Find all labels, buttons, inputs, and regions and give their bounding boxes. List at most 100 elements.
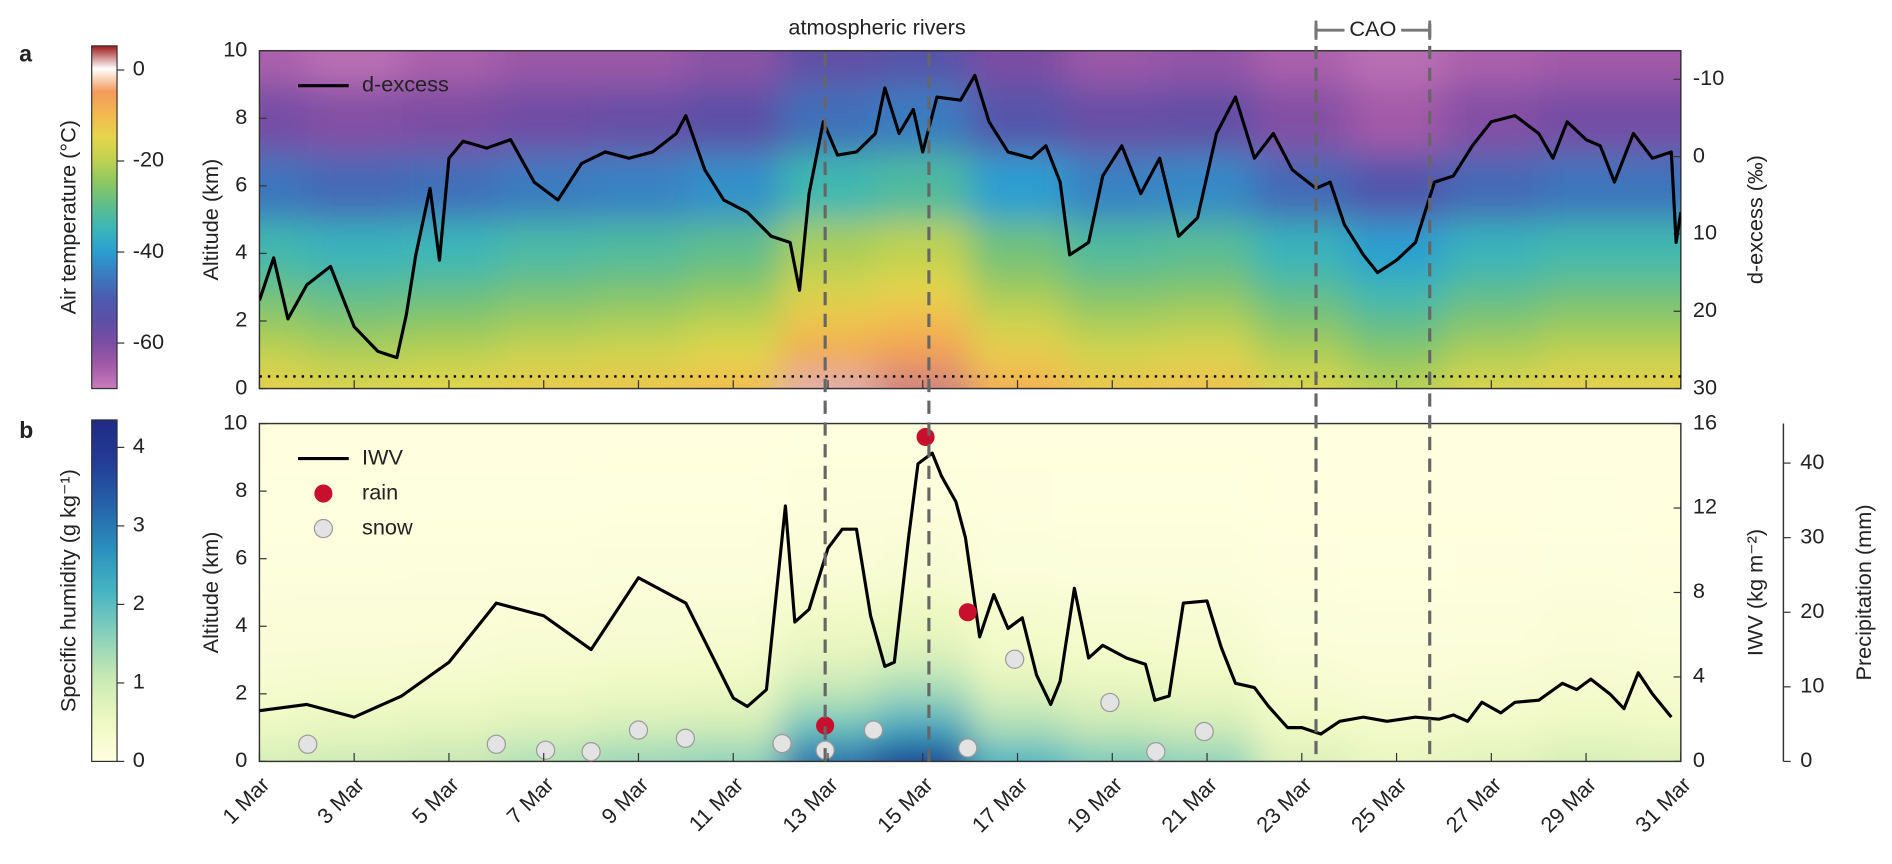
heatmap-cell — [1159, 676, 1256, 712]
heatmap-cell — [1254, 219, 1351, 272]
y-axis-label: Altitude (km) — [198, 159, 223, 281]
heatmap-cell — [401, 423, 498, 459]
annotation: atmospheric rivers — [788, 15, 965, 40]
heatmap-cell — [970, 219, 1067, 272]
heatmap-cell — [1538, 219, 1635, 272]
heatmap-cell — [591, 84, 688, 154]
heatmap-cell — [780, 84, 877, 154]
heatmap-cell — [1633, 524, 1681, 594]
legend-label: d-excess — [362, 71, 449, 96]
heatmap-cell — [1159, 152, 1256, 221]
heatmap-cell — [1443, 219, 1540, 272]
heatmap-cell — [306, 152, 403, 221]
legend-marker — [314, 484, 333, 503]
heatmap — [259, 423, 1681, 762]
heatmap-cell — [401, 304, 498, 340]
precip-point — [1100, 692, 1120, 713]
precip-point — [1194, 721, 1214, 742]
precip-point — [863, 720, 884, 740]
heatmap-cell — [685, 524, 782, 594]
heatmap-cell — [401, 84, 498, 154]
precip-point — [816, 716, 835, 735]
heatmap-cell — [259, 219, 309, 272]
heatmap-cell — [1159, 337, 1256, 373]
heatmap-cell — [970, 676, 1067, 712]
heatmap-cell — [875, 219, 972, 272]
heatmap-cell — [1443, 152, 1540, 221]
colorbar-tick-label: -40 — [133, 238, 164, 263]
legend-label: IWV — [362, 444, 404, 469]
heatmap-cell — [970, 744, 1067, 762]
y2-tick-label: 0 — [1693, 142, 1705, 167]
heatmap-cell — [1443, 676, 1540, 712]
heatmap-cell — [306, 270, 403, 306]
heatmap-cell — [496, 152, 593, 221]
heatmap-cell — [306, 50, 403, 86]
heatmap-cell — [1064, 744, 1161, 762]
heatmap-cell — [1633, 270, 1681, 306]
heatmap-cell — [1538, 337, 1635, 373]
heatmap-cell — [1159, 50, 1256, 86]
x-tick-label: 15 Mar — [872, 772, 937, 837]
heatmap-cell — [875, 304, 972, 340]
y2-tick-label: 4 — [1693, 663, 1705, 688]
heatmap-cell — [1254, 457, 1351, 527]
heatmap-cell — [685, 592, 782, 645]
series-clip — [259, 451, 1673, 736]
heatmap-cell — [1538, 270, 1635, 306]
heatmap-cell — [1159, 219, 1256, 272]
y2-axis-label: d-excess (‰) — [1743, 155, 1768, 284]
heatmap-cell — [1443, 84, 1540, 154]
colorbar — [91, 419, 118, 763]
heatmap-cell — [685, 710, 782, 746]
heatmap-cell — [1254, 270, 1351, 306]
y-tick-label: 8 — [235, 477, 247, 502]
precip-point — [772, 733, 792, 754]
heatmap-cell — [780, 457, 877, 527]
x-tick-label: 31 Mar — [1630, 772, 1695, 837]
x-tick-label: 3 Mar — [312, 772, 369, 829]
heatmap-cell — [685, 423, 782, 459]
y2-tick-label: 16 — [1693, 409, 1717, 434]
heatmap-cell — [1443, 643, 1540, 679]
panel-label: a — [19, 41, 32, 67]
colorbar — [91, 45, 118, 390]
heatmap-cell — [875, 676, 972, 712]
heatmap-cell — [875, 524, 972, 594]
heatmap-cell — [1064, 337, 1161, 373]
heatmap-cell — [1538, 304, 1635, 340]
y-tick-label: 6 — [235, 544, 247, 569]
heatmap-cell — [591, 423, 688, 459]
heatmap-cell — [259, 50, 309, 86]
heatmap-cell — [591, 643, 688, 679]
precip-point — [1005, 649, 1025, 669]
heatmap-cell — [1633, 710, 1681, 746]
x-tick-label: 7 Mar — [502, 772, 559, 829]
y-tick-label: 2 — [235, 680, 247, 705]
heatmap-cell — [591, 524, 688, 594]
heatmap-cell — [1064, 84, 1161, 154]
y2-tick-label: 30 — [1693, 374, 1717, 399]
heatmap-cell — [496, 524, 593, 594]
heatmap-cell — [1633, 84, 1681, 154]
x-tick-label: 27 Mar — [1441, 772, 1506, 837]
y2-tick-label: 8 — [1693, 578, 1705, 603]
heatmap-cell — [591, 457, 688, 527]
heatmap-cell — [875, 270, 972, 306]
heatmap-clip — [259, 50, 1681, 389]
heatmap-cell — [970, 423, 1067, 459]
heatmap-cell — [685, 84, 782, 154]
heatmap-cell — [685, 337, 782, 373]
heatmap-cell — [1443, 270, 1540, 306]
heatmap-cell — [1443, 337, 1540, 373]
colorbar-tick-label: 0 — [133, 747, 145, 772]
heatmap-cell — [780, 304, 877, 340]
heatmap-clip — [259, 423, 1681, 762]
heatmap-cell — [780, 643, 877, 679]
y3-tick-label: 20 — [1800, 598, 1824, 623]
heatmap-cell — [1254, 643, 1351, 679]
heatmap-cell — [1159, 304, 1256, 340]
y2-tick-label: 20 — [1693, 297, 1717, 322]
y-tick-label: 4 — [235, 612, 247, 637]
